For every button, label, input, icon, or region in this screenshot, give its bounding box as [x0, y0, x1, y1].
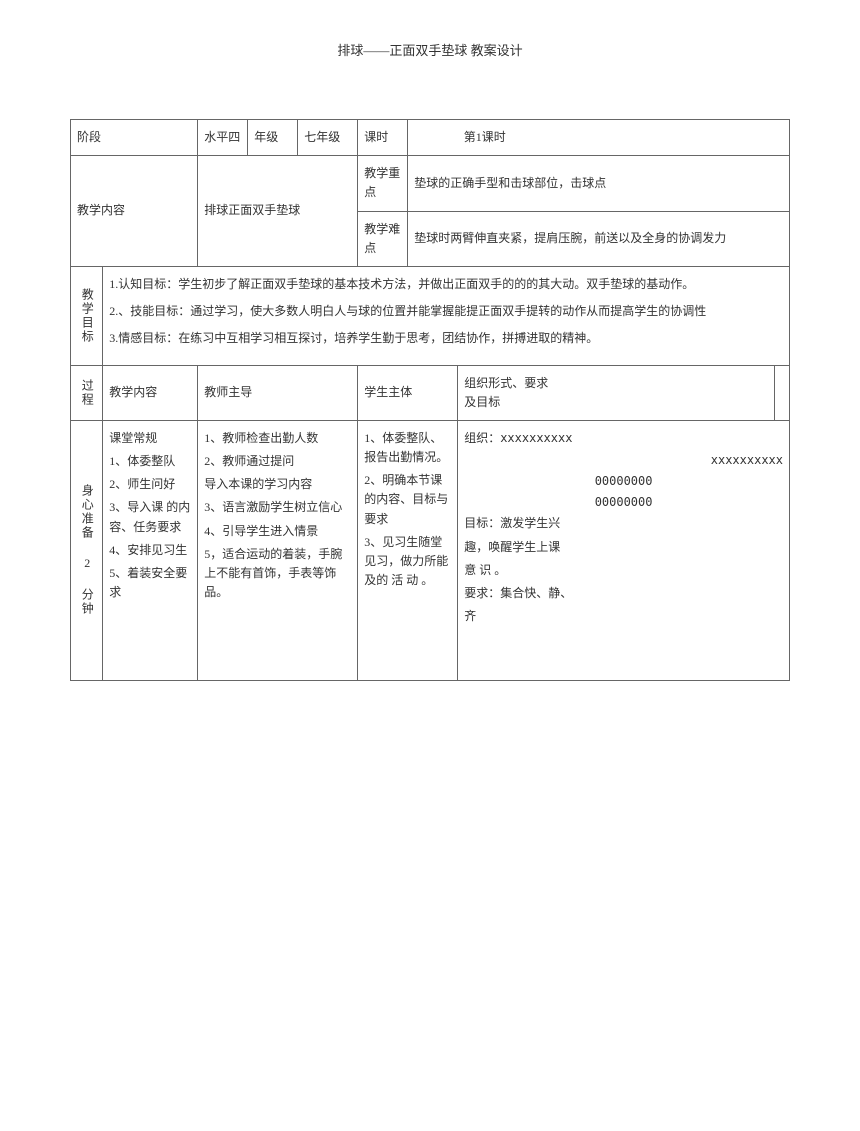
s1-c3: 3、导入课 的内容、任务要求	[109, 498, 191, 536]
s1-o-goal3: 意 识 。	[464, 561, 783, 580]
s1-o-goal2: 趣，唤醒学生上课	[464, 538, 783, 557]
s1-c1: 1、体委整队	[109, 452, 191, 471]
content-value: 排球正面双手垫球	[198, 156, 358, 267]
s1-o-d1: xxxxxxxxxx	[500, 431, 572, 445]
s1-c2: 2、师生问好	[109, 475, 191, 494]
empty-header	[775, 365, 790, 420]
stage-label: 阶段	[71, 120, 198, 156]
content-label: 教学内容	[71, 156, 198, 267]
teacher-header: 教师主导	[198, 365, 358, 420]
s1-o-goal: 目标：激发学生兴	[464, 514, 783, 533]
goal-1: 1.认知目标：学生初步了解正面双手垫球的基本技术方法，并做出正面双手的的的其大动…	[109, 275, 783, 294]
difficulty-value: 垫球时两臂伸直夹紧，提肩压腕，前送以及全身的协调发力	[408, 211, 790, 266]
s1-t1: 1、教师检查出勤人数	[204, 429, 351, 448]
s1-t6: 5，适合运动的着装，手腕上不能有首饰，手表等饰品。	[204, 545, 351, 603]
section1-teacher: 1、教师检查出勤人数 2、教师通过提问 导入本课的学习内容 3、语言激励学生树立…	[198, 420, 358, 680]
s1-s1: 1、体委整队、报告出勤情况。	[364, 429, 451, 467]
grade-label: 年级	[248, 120, 298, 156]
org-header: 组织形式、要求 及目标	[458, 365, 775, 420]
s1-o-req2: 齐	[464, 607, 783, 626]
period-value: 第1课时	[458, 120, 790, 156]
s1-o-d2: xxxxxxxxxx	[464, 452, 783, 469]
keypoint-label: 教学重点	[358, 156, 408, 211]
section1-org: 组织：xxxxxxxxxx xxxxxxxxxx 00000000 000000…	[458, 420, 790, 680]
level-value: 水平四	[198, 120, 248, 156]
goals-content: 1.认知目标：学生初步了解正面双手垫球的基本技术方法，并做出正面双手的的的其大动…	[103, 266, 790, 365]
student-header: 学生主体	[358, 365, 458, 420]
s1-c5: 5、着装安全要求	[109, 564, 191, 602]
org-header-line2: 及目标	[464, 393, 768, 412]
period-spacer	[408, 120, 458, 156]
section1-content: 课堂常规 1、体委整队 2、师生问好 3、导入课 的内容、任务要求 4、安排见习…	[103, 420, 198, 680]
process-header: 过程	[71, 365, 103, 420]
s1-s2: 2、明确本节课的内容、目标与要求	[364, 471, 451, 529]
s1-t2: 2、教师通过提问	[204, 452, 351, 471]
section1-student: 1、体委整队、报告出勤情况。 2、明确本节课的内容、目标与要求 3、见习生随堂见…	[358, 420, 458, 680]
s1-o-label: 组织：	[464, 431, 500, 445]
goals-label: 教学目标	[71, 266, 103, 365]
s1-o-req: 要求：集合快、静、	[464, 584, 783, 603]
s1-c4: 4、安排见习生	[109, 541, 191, 560]
goal-2: 2.、技能目标：通过学习，使大多数人明白人与球的位置并能掌握能提正面双手提转的动…	[109, 302, 783, 321]
s1-t4: 3、语言激励学生树立信心	[204, 498, 351, 517]
difficulty-label: 教学难点	[358, 211, 408, 266]
document-title: 排球——正面双手垫球 教案设计	[70, 40, 790, 59]
s1-t5: 4、引导学生进入情景	[204, 522, 351, 541]
grade-value: 七年级	[298, 120, 358, 156]
org-header-line1: 组织形式、要求	[464, 374, 768, 393]
keypoint-value: 垫球的正确手型和击球部位，击球点	[408, 156, 790, 211]
s1-content-title: 课堂常规	[109, 429, 191, 448]
goal-3: 3.情感目标：在练习中互相学习相互探讨，培养学生勤于思考，团结协作，拼搏进取的精…	[109, 329, 783, 348]
s1-o-d4: 00000000	[464, 494, 783, 511]
lesson-plan-table: 阶段 水平四 年级 七年级 课时 第1课时 教学内容 排球正面双手垫球 教学重点…	[70, 119, 790, 681]
period-label: 课时	[358, 120, 408, 156]
content-header: 教学内容	[103, 365, 198, 420]
s1-o-d3: 00000000	[464, 473, 783, 490]
s1-s3: 3、见习生随堂见习，做力所能及的 活 动 。	[364, 533, 451, 591]
section1-label: 身心准备 2 分钟	[71, 420, 103, 680]
s1-t3: 导入本课的学习内容	[204, 475, 351, 494]
